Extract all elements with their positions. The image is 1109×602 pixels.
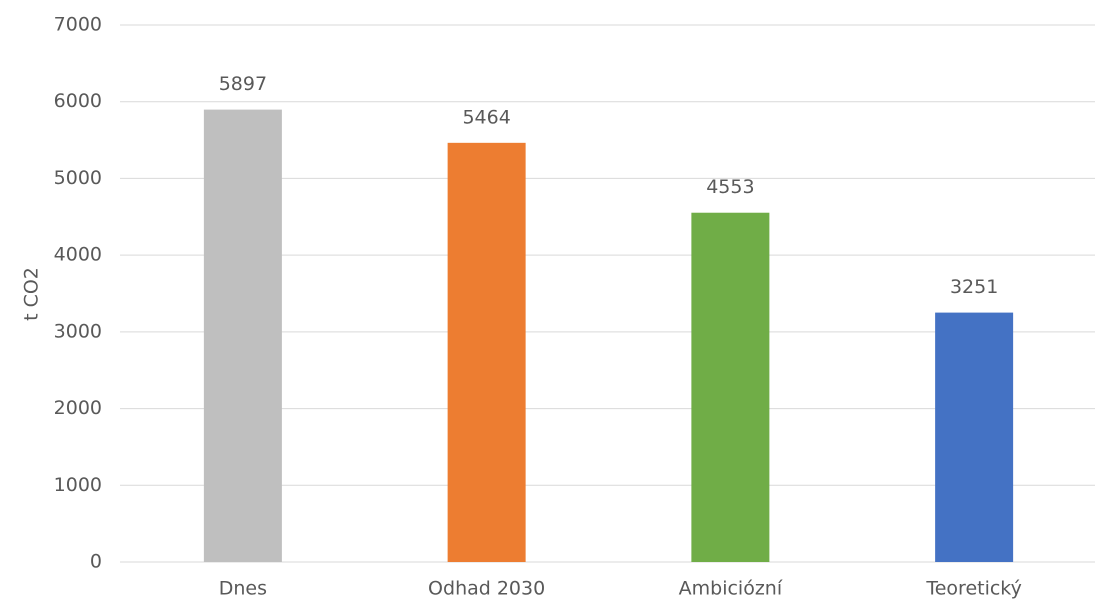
y-axis-label: t CO2	[21, 267, 43, 321]
y-tick-label: 7000	[54, 14, 102, 36]
x-tick-label: Ambiciózní	[679, 578, 783, 600]
y-tick-label: 4000	[54, 244, 102, 266]
y-tick-label: 3000	[54, 320, 102, 342]
bar	[935, 312, 1014, 562]
value-label: 5464	[462, 106, 510, 128]
y-tick-label: 5000	[54, 167, 102, 189]
bar	[691, 212, 770, 563]
y-tick-label: 1000	[54, 474, 102, 496]
y-tick-label: 6000	[54, 90, 102, 112]
bar	[203, 109, 282, 563]
value-label: 4553	[706, 176, 754, 198]
bar	[447, 142, 526, 563]
x-tick-label: Teoretický	[925, 578, 1022, 600]
value-label: 5897	[219, 73, 267, 95]
value-label: 3251	[950, 276, 998, 298]
y-tick-label: 2000	[54, 397, 102, 419]
x-tick-label: Dnes	[219, 578, 267, 600]
y-tick-label: 0	[90, 551, 102, 573]
x-tick-label: Odhad 2030	[428, 578, 545, 600]
